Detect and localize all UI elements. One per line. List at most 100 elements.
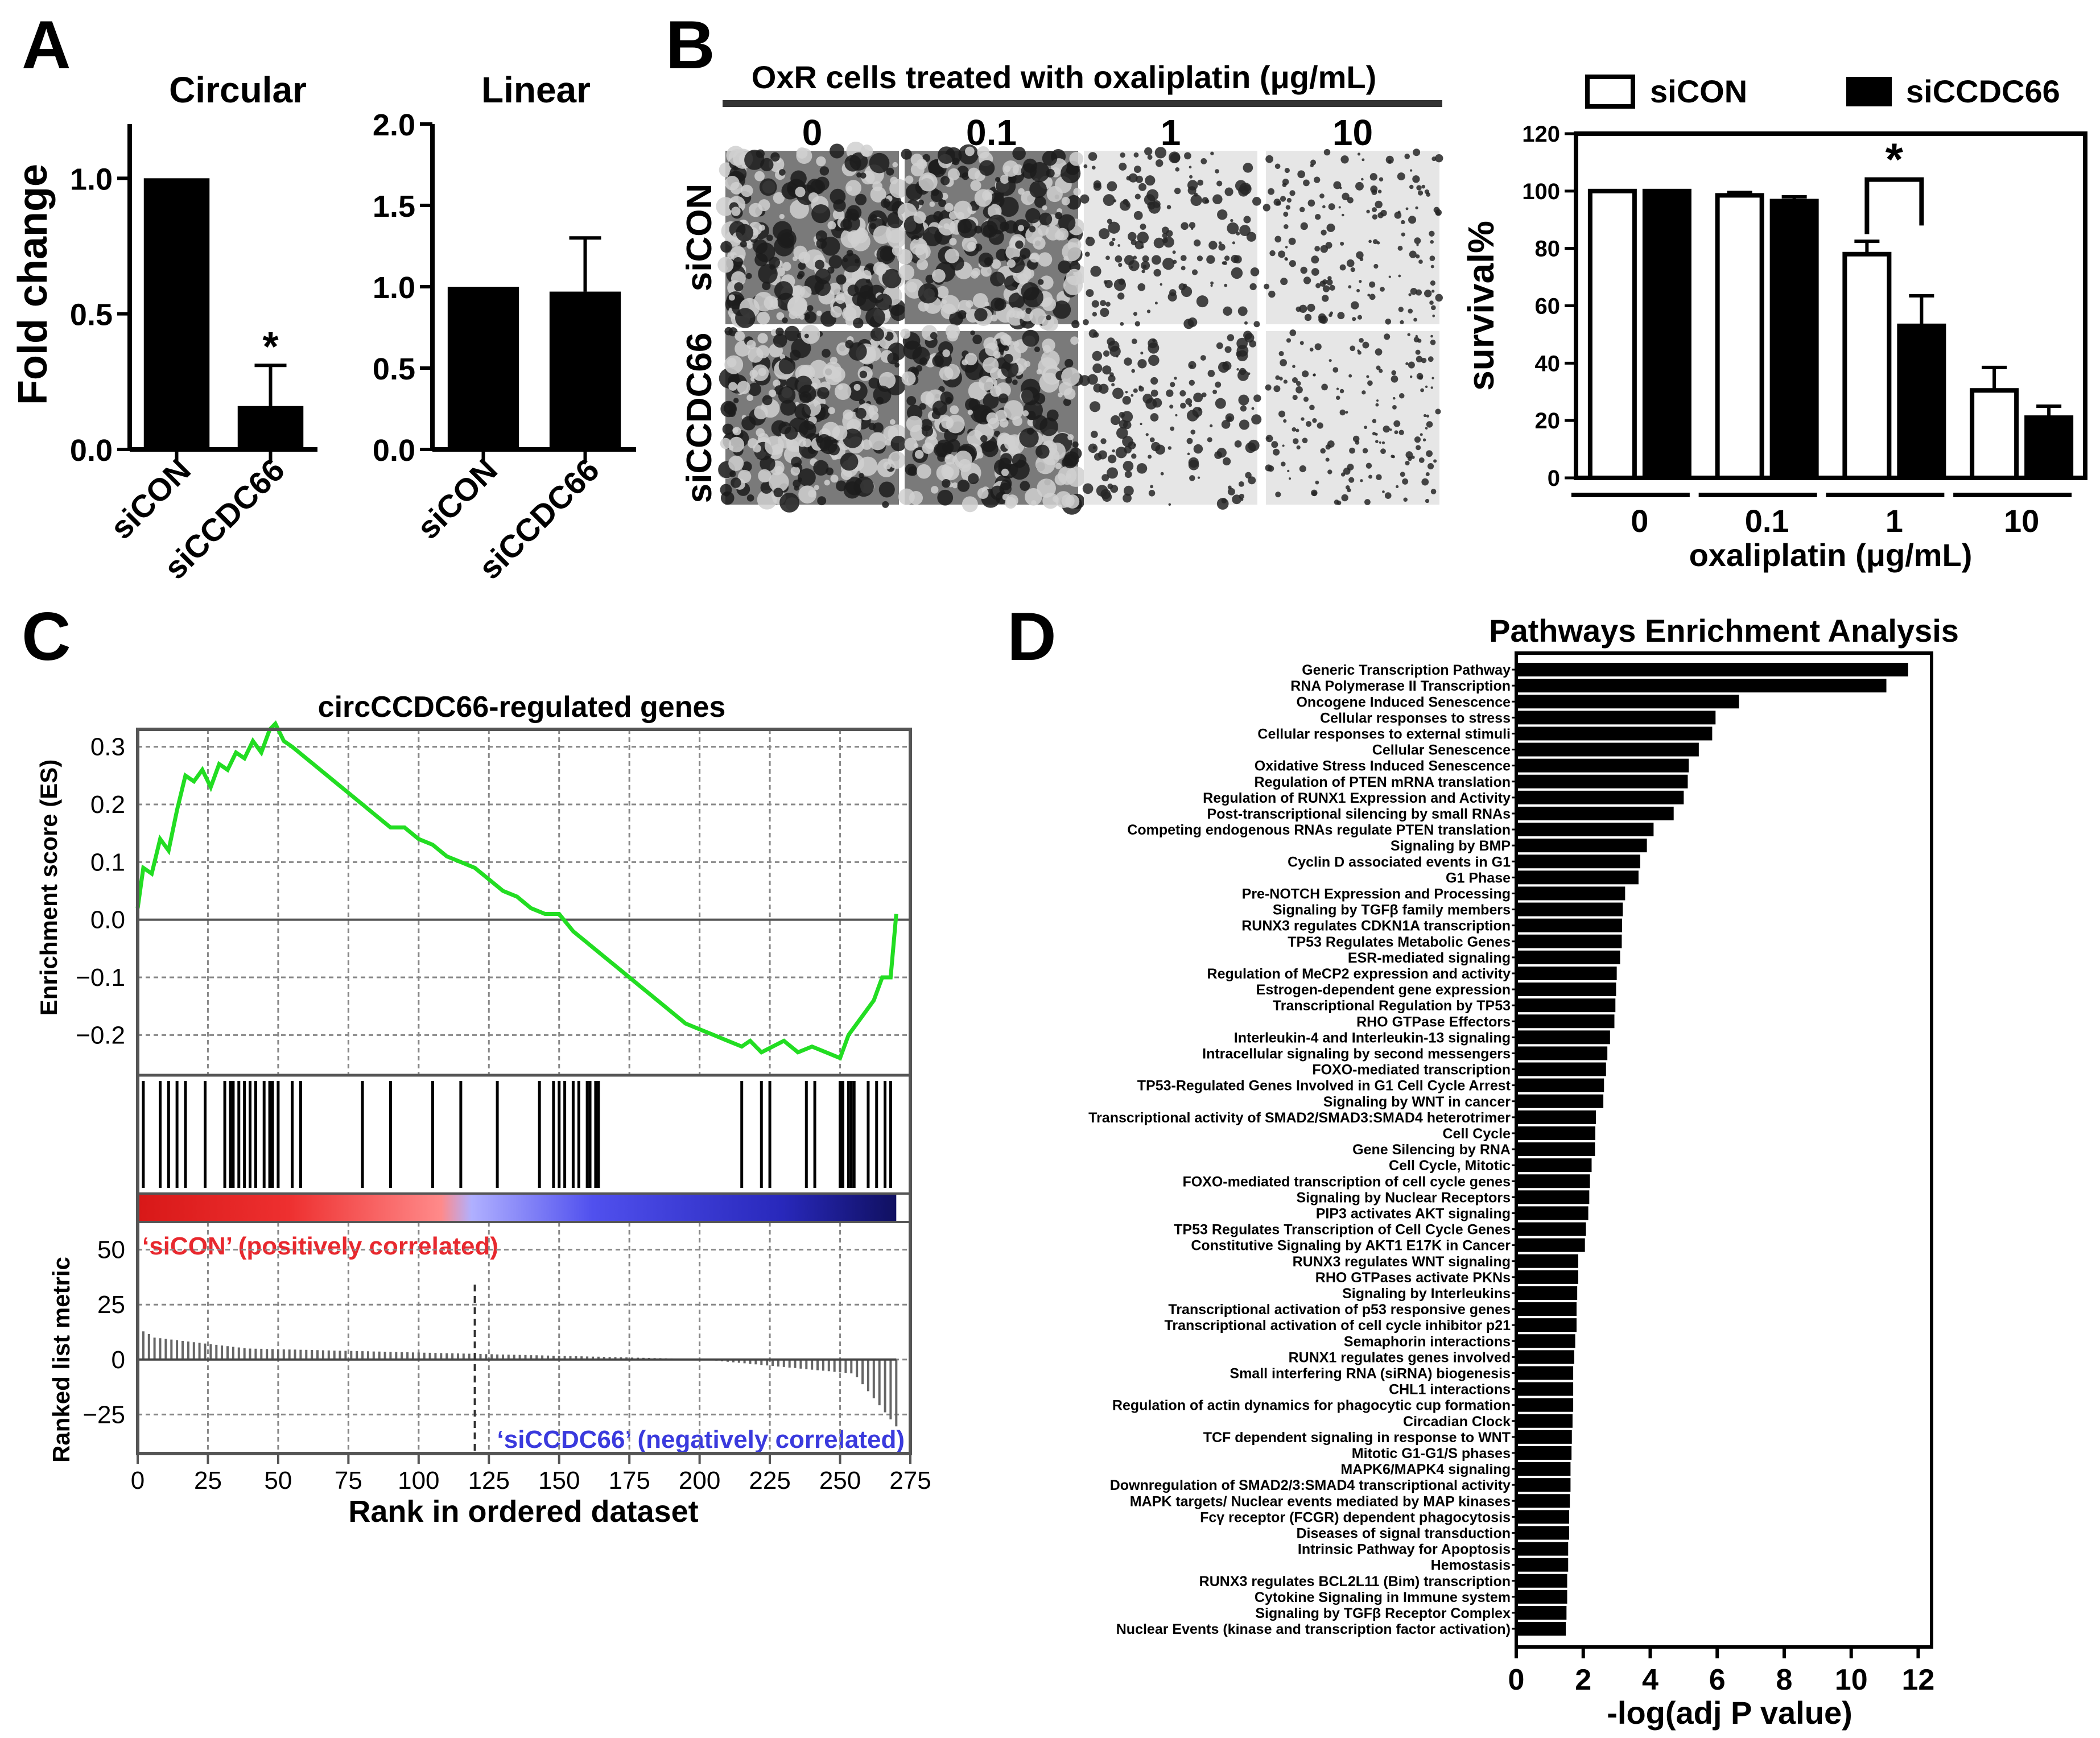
cell-blot — [1239, 493, 1245, 499]
cell-blot — [957, 480, 970, 492]
pathway-label: Transcriptional activation of p53 respon… — [1168, 1302, 1511, 1318]
cell-blot — [1430, 265, 1434, 269]
cell-blot — [1230, 218, 1233, 222]
dose-label-0: 0 — [802, 112, 823, 153]
cell-blot — [990, 271, 1005, 287]
cell-blot — [1427, 356, 1434, 362]
cell-blot — [725, 176, 740, 191]
cell-blot — [749, 369, 758, 378]
cell-blot — [1265, 384, 1272, 391]
cell-blot — [782, 262, 791, 271]
pathways-title: Pathways Enrichment Analysis — [1489, 613, 1959, 649]
cell-blot — [1339, 264, 1346, 271]
cell-blot — [1039, 372, 1059, 393]
enrichment-score-curve — [135, 720, 898, 1061]
cell-blot — [965, 146, 975, 156]
cell-blot — [1146, 309, 1151, 313]
cell-blot — [1289, 260, 1296, 267]
cell-blot — [1415, 254, 1420, 259]
cell-blot — [913, 211, 926, 224]
cell-blot — [1166, 389, 1174, 397]
cell-blot — [1275, 492, 1281, 498]
cell-blot — [1144, 194, 1156, 205]
cell-blot — [1100, 438, 1107, 444]
cell-blot — [1278, 350, 1284, 357]
gsea-title: circCCDC66-regulated genes — [318, 691, 726, 724]
cell-blot — [1055, 463, 1062, 469]
cell-blot — [1409, 184, 1414, 189]
cell-blot — [1012, 379, 1018, 385]
cell-blot — [1412, 175, 1420, 183]
cell-blot — [1216, 448, 1227, 458]
cell-blot — [878, 371, 896, 389]
x-tick-label: 275 — [889, 1467, 931, 1495]
cell-blot — [1284, 257, 1288, 261]
y-tick-label: 2.0 — [373, 108, 415, 142]
cell-blot — [1327, 276, 1332, 280]
cell-blot — [1150, 389, 1158, 397]
cell-blot — [1103, 194, 1115, 207]
cell-blot — [1322, 205, 1326, 209]
cell-blot — [1041, 350, 1060, 369]
cell-blot — [814, 279, 831, 296]
cell-blot — [1243, 163, 1253, 173]
pathway-label: Transcriptional Regulation by TP53 — [1273, 998, 1511, 1014]
pathway-bar — [1516, 1462, 1571, 1476]
y-tick-label: 20 — [1535, 408, 1561, 434]
cell-blot — [728, 382, 737, 391]
cell-blot — [994, 431, 1001, 437]
cell-blot — [974, 189, 992, 207]
cell-blot — [824, 480, 830, 486]
cell-blot — [1118, 262, 1123, 267]
cell-blot — [1088, 152, 1098, 161]
cell-blot — [1429, 300, 1434, 305]
cell-blot — [794, 485, 799, 491]
cell-blot — [787, 296, 807, 316]
cell-blot — [1415, 206, 1418, 209]
cell-blot — [913, 443, 919, 448]
cell-blot — [1170, 426, 1175, 431]
cell-blot — [847, 381, 868, 402]
cell-blot — [734, 282, 744, 292]
pathway-bar — [1516, 1318, 1577, 1332]
x-tick-label: 225 — [749, 1467, 790, 1495]
cell-blot — [1391, 375, 1398, 383]
cell-blot — [1367, 380, 1373, 386]
cell-blot — [1373, 263, 1379, 269]
cell-blot — [865, 307, 885, 328]
cell-blot — [880, 198, 890, 208]
cell-blot — [1186, 410, 1199, 422]
y-tick-label: 80 — [1535, 237, 1561, 262]
cell-blot — [1100, 308, 1109, 317]
pathway-bar — [1516, 1605, 1567, 1620]
cell-blot — [1392, 404, 1397, 410]
es-axis-label: Enrichment score (ES) — [35, 759, 62, 1015]
x-tick-label: 0 — [1508, 1663, 1525, 1696]
pathway-label: Cell Cycle — [1442, 1126, 1511, 1142]
cell-blot — [1142, 255, 1149, 262]
metric-tick-label: 0 — [112, 1346, 125, 1374]
row-label-siCON: siCON — [680, 184, 719, 291]
cell-blot — [855, 193, 867, 205]
cell-blot — [1224, 283, 1228, 287]
cell-blot — [854, 278, 873, 298]
cell-blot — [1029, 308, 1046, 325]
cell-blot — [914, 235, 919, 240]
cell-blot — [1425, 498, 1430, 503]
cell-blot — [933, 210, 943, 221]
cell-blot — [1336, 387, 1339, 390]
negative-correlation-label: ‘siCCDC66’ (negatively correlated) — [497, 1426, 905, 1454]
pathway-label: TP53 Regulates Transcription of Cell Cyc… — [1174, 1222, 1511, 1238]
cell-blot — [1404, 154, 1410, 159]
linear-title: Linear — [481, 69, 591, 110]
cell-blot — [815, 230, 828, 242]
cell-blot — [978, 375, 993, 391]
cell-blot — [1375, 403, 1379, 407]
cell-blot — [1144, 147, 1153, 156]
cell-blot — [1133, 210, 1143, 220]
cell-blot — [1364, 426, 1368, 430]
cell-blot — [1384, 492, 1392, 499]
cell-blot — [1005, 377, 1012, 384]
y-tick-label: 1.0 — [70, 162, 113, 196]
bar-siCCDC66-0 — [1642, 188, 1691, 480]
